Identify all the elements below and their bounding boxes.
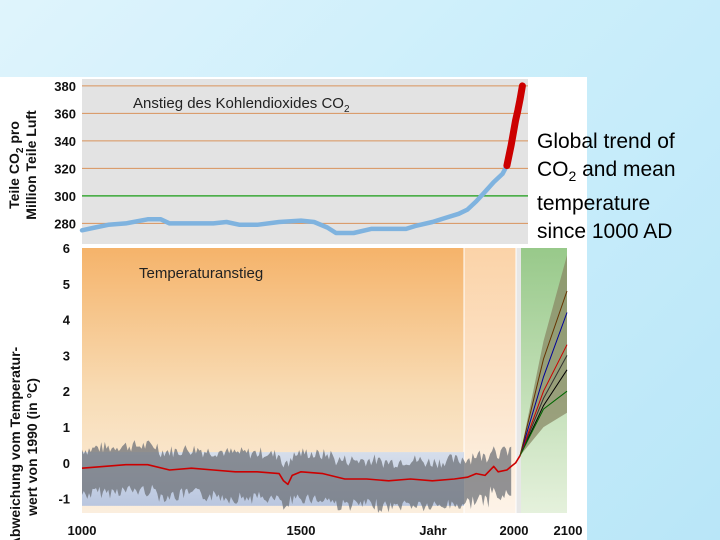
co2-panel: 280 300 320 340 360 380 Anstieg des Kohlendio… bbox=[6, 79, 528, 244]
slide-caption: Global trend of CO2 and mean temperature… bbox=[537, 128, 717, 246]
co2-y-tick-label: 340 bbox=[54, 134, 76, 149]
temperature-projection-line bbox=[519, 344, 568, 456]
co2-y-tick-label: 360 bbox=[54, 106, 76, 121]
temperature-x-tick-label: 1500 bbox=[287, 523, 316, 538]
temperature-y-tick-label: -1 bbox=[58, 492, 70, 507]
caption-line-1: Global trend of bbox=[537, 130, 675, 153]
temperature-ylabel-line1: Abweichung vom Temperatur- bbox=[7, 346, 23, 540]
co2-ylabel-line1: Teile CO2 pro bbox=[6, 121, 26, 209]
co2-y-tick-label: 380 bbox=[54, 79, 76, 94]
caption-line-2: CO2 and mean bbox=[537, 158, 676, 185]
temperature-y-tick-label: 3 bbox=[63, 348, 70, 363]
temperature-proxy-uncertainty bbox=[82, 440, 512, 513]
temperature-panel: -1 0 1 2 3 4 5 6 1000 1500 2000 2100 Temperaturanst… bbox=[7, 241, 582, 540]
co2-y-tick-label: 300 bbox=[54, 189, 76, 204]
temperature-xlabel: Jahr bbox=[419, 523, 446, 538]
temperature-projection-line bbox=[519, 390, 568, 456]
temperature-panel-title: Temperaturanstieg bbox=[139, 265, 263, 282]
temperature-projection-line bbox=[519, 355, 568, 456]
temperature-ylabel-line2: wert von 1990 (in °C) bbox=[24, 378, 40, 517]
temperature-projection-line bbox=[519, 369, 568, 456]
temperature-x-tick-label: 2100 bbox=[554, 523, 583, 538]
co2-series-line bbox=[503, 82, 526, 170]
caption-line-3: temperature bbox=[537, 192, 651, 216]
co2-panel-title: Anstieg des Kohlendioxides CO2 bbox=[133, 95, 350, 115]
temperature-y-tick-label: 2 bbox=[63, 384, 70, 399]
temperature-y-tick-label: 1 bbox=[63, 420, 70, 435]
temperature-y-tick-label: 6 bbox=[63, 241, 70, 256]
co2-y-tick-label: 280 bbox=[54, 216, 76, 231]
temperature-y-tick-label: 5 bbox=[63, 277, 70, 292]
co2-y-tick-label: 320 bbox=[54, 161, 76, 176]
temperature-projection-line bbox=[519, 312, 568, 456]
temperature-projection-line bbox=[519, 290, 568, 456]
temperature-series-line bbox=[81, 455, 521, 486]
temperature-x-tick-label: 2000 bbox=[500, 523, 529, 538]
caption-line-4: since 1000 AD bbox=[537, 220, 673, 244]
temperature-y-tick-label: 0 bbox=[63, 456, 70, 471]
co2-temperature-figure: 280 300 320 340 360 380 Anstieg des Kohlendio… bbox=[0, 77, 587, 540]
co2-ylabel-line2: Million Teile Luft bbox=[23, 110, 39, 220]
temperature-x-tick-label: 1000 bbox=[68, 523, 97, 538]
co2-series-line bbox=[79, 163, 510, 236]
temperature-y-tick-label: 4 bbox=[63, 313, 71, 328]
